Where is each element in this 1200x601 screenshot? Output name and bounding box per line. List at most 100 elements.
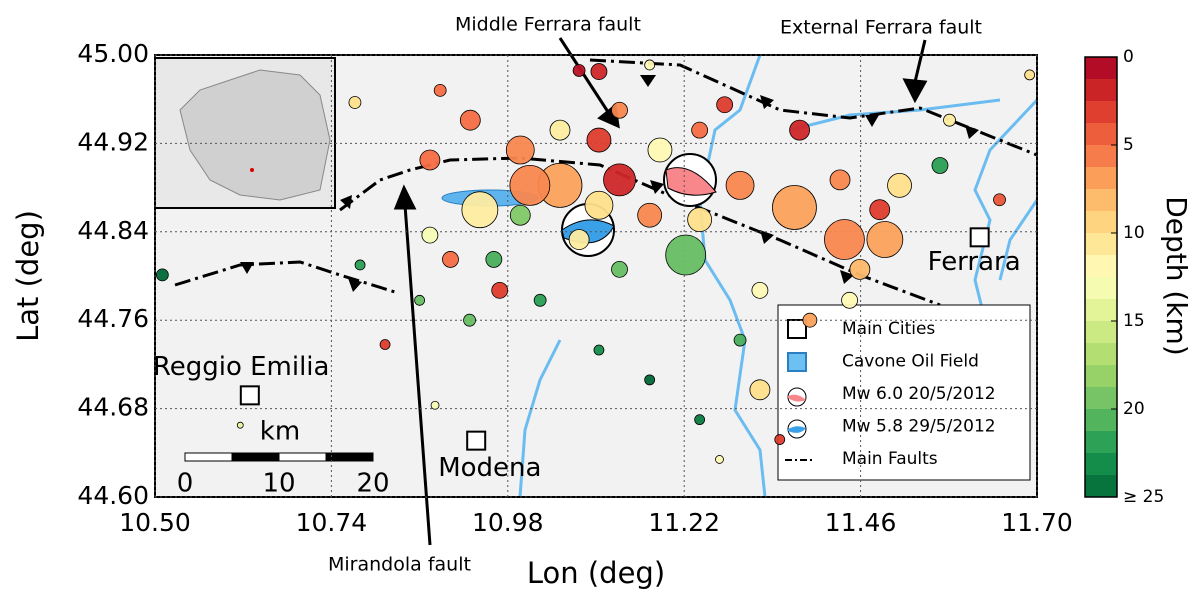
earthquake [644, 59, 656, 71]
earthquake [590, 63, 608, 80]
earthquake [379, 339, 391, 350]
earthquake [568, 229, 590, 250]
inset-map [154, 57, 336, 209]
x-tick-label: 10.98 [472, 508, 544, 537]
earthquake [505, 135, 535, 165]
earthquake [236, 421, 244, 429]
earthquake [647, 137, 673, 163]
earthquake [687, 207, 713, 233]
city-marker [466, 430, 487, 451]
earthquake [491, 281, 509, 299]
colorbar-tick-label: 0 [1123, 47, 1134, 67]
colorbar-band [1085, 189, 1117, 212]
earthquake [549, 119, 571, 141]
y-tick-label: 44.84 [77, 216, 149, 245]
earthquake [1024, 69, 1036, 81]
earthquake [414, 294, 426, 306]
earthquake [691, 121, 709, 139]
earthquake [611, 101, 628, 119]
faults [174, 58, 1038, 307]
colorbar-band [1085, 387, 1117, 410]
earthquake [931, 157, 949, 174]
legend-label: Main Faults [842, 449, 938, 469]
city-label: Ferrara [928, 247, 1021, 277]
colorbar-tick-label: 5 [1123, 135, 1134, 155]
colorbar-band [1085, 343, 1117, 366]
legend-label: Mw 5.8 29/5/2012 [842, 417, 996, 437]
colorbar-band [1085, 475, 1117, 498]
earthquake [354, 259, 366, 271]
earthquake [887, 172, 912, 198]
earthquake [593, 344, 605, 356]
colorbar-band [1085, 321, 1117, 344]
colorbar-band [1085, 57, 1117, 80]
colorbar-band [1085, 277, 1117, 300]
colorbar-tick-label: 15 [1123, 311, 1145, 331]
earthquake [533, 293, 547, 307]
colorbar-band [1085, 409, 1117, 432]
earthquake [774, 434, 786, 445]
legend [777, 304, 1031, 481]
earthquake [611, 260, 628, 278]
scale-bar [184, 452, 374, 462]
earthquake [829, 169, 851, 191]
colorbar-tick-label: 10 [1123, 223, 1145, 243]
legend-label: Main Cities [842, 319, 935, 339]
colorbar-band [1085, 211, 1117, 234]
earthquake [586, 127, 612, 153]
earthquake [584, 190, 614, 220]
earthquake [461, 191, 499, 229]
colorbar-band [1085, 453, 1117, 476]
earthquake [869, 199, 891, 221]
legend-label: Cavone Oil Field [842, 352, 979, 372]
y-tick-label: 44.60 [77, 481, 149, 510]
earthquake [485, 251, 503, 268]
annotation: Middle Ferrara fault [455, 14, 641, 36]
colorbar-band [1085, 255, 1117, 278]
city-marker [239, 385, 260, 406]
fault-teeth [240, 75, 979, 292]
colorbar-band [1085, 431, 1117, 454]
earthquake [749, 379, 771, 401]
earthquake [421, 226, 439, 244]
colorbar-tick-label: 20 [1123, 399, 1145, 419]
earthquake [155, 268, 169, 282]
earthquake [433, 83, 447, 97]
y-tick-label: 44.76 [77, 304, 149, 333]
colorbar-tick-label: ≥ 25 [1123, 487, 1164, 507]
colorbar-band [1085, 145, 1117, 168]
focal-mechanism-1 [663, 153, 717, 207]
earthquake [509, 204, 531, 226]
annotation: Mirandola fault [328, 554, 471, 576]
earthquake [993, 193, 1006, 207]
y-axis-title: Lat (deg) [11, 210, 45, 342]
earthquake [751, 281, 769, 299]
legend-label: Mw 6.0 20/5/2012 [842, 384, 996, 404]
colorbar-band [1085, 167, 1117, 190]
x-tick-label: 10.74 [296, 508, 368, 537]
earthquake [665, 234, 707, 276]
colorbar-frame [1084, 56, 1118, 498]
earthquake [463, 313, 476, 327]
scale-tick: 10 [262, 469, 295, 499]
y-tick-label: 44.68 [77, 393, 149, 422]
earthquake [419, 149, 441, 171]
earthquake [716, 96, 734, 114]
earthquake [715, 455, 724, 464]
earthquake [866, 221, 904, 258]
colorbar-band [1085, 233, 1117, 256]
colorbar-title: Depth (km) [1160, 196, 1193, 356]
earthquake [430, 400, 440, 410]
earthquake [603, 163, 636, 197]
earthquake [943, 113, 956, 127]
earthquake [772, 185, 817, 230]
earthquake [442, 251, 459, 268]
earthquake [802, 312, 818, 328]
scale-unit: km [260, 417, 300, 447]
x-tick-label: 11.70 [1001, 508, 1073, 537]
earthquake [348, 96, 362, 109]
y-tick-label: 45.00 [77, 39, 149, 68]
scale-tick: 0 [177, 469, 194, 499]
colorbar-band [1085, 123, 1117, 146]
